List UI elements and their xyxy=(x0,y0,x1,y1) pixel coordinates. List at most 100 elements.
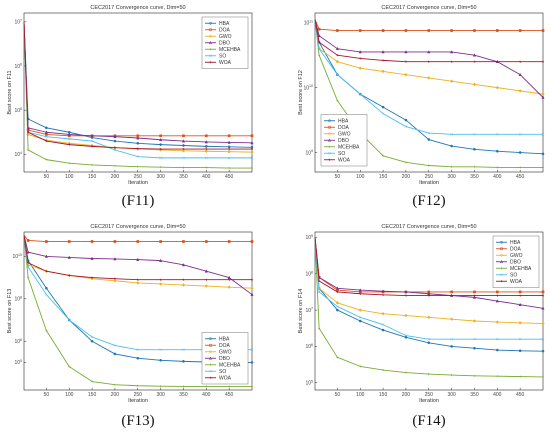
data-point-woa xyxy=(404,294,408,297)
panel-caption: (F13) xyxy=(121,413,154,429)
panel-caption: (F11) xyxy=(122,193,155,209)
data-point-dbo xyxy=(518,72,522,77)
data-point-mcehba xyxy=(113,383,117,386)
legend-marker xyxy=(327,138,332,142)
data-point-gwo xyxy=(381,69,385,74)
data-point-so xyxy=(450,337,453,341)
chart-title: CEC2017 Convergence curve, Dim=50 xyxy=(90,224,185,230)
x-tick-label: 100 xyxy=(356,392,365,398)
data-point-dbo xyxy=(204,269,208,273)
data-point-so xyxy=(541,337,545,341)
data-point-gwo xyxy=(404,72,408,77)
data-point-doa xyxy=(45,133,48,136)
data-point-so xyxy=(518,133,522,136)
data-point-so xyxy=(317,47,321,50)
data-point-hba xyxy=(113,352,117,356)
data-point-so xyxy=(427,337,431,341)
data-point-doa xyxy=(227,240,231,243)
legend-label: DOA xyxy=(219,27,231,33)
x-tick-label: 250 xyxy=(425,392,434,398)
data-point-mcehba xyxy=(519,166,522,169)
x-tick-label: 50 xyxy=(44,174,50,180)
legend-label: GWO xyxy=(219,349,232,355)
series-line-doa xyxy=(23,234,252,242)
data-point-gwo xyxy=(158,282,163,286)
data-point-gwo xyxy=(518,321,522,325)
legend-label: SO xyxy=(219,53,226,59)
data-point-mcehba xyxy=(113,164,117,167)
legend-label: DOA xyxy=(338,125,350,131)
data-point-doa xyxy=(450,290,453,294)
x-tick-label: 100 xyxy=(356,174,365,180)
y-tick-label: 106 xyxy=(305,343,313,350)
data-point-woa xyxy=(519,60,522,63)
data-point-woa xyxy=(228,147,231,151)
chart-panel-3: CEC2017 Convergence curve, Dim=50 50 100 15… xyxy=(7,224,254,429)
data-point-woa xyxy=(427,60,430,63)
data-point-mcehba xyxy=(136,384,139,387)
data-point-dbo xyxy=(67,255,71,259)
data-point-hba xyxy=(250,145,254,149)
data-point-doa xyxy=(113,240,117,243)
legend-label: DOA xyxy=(219,343,231,349)
data-point-dbo xyxy=(136,136,140,140)
data-point-so xyxy=(45,293,48,296)
data-point-so xyxy=(90,335,94,339)
data-point-gwo xyxy=(472,319,477,323)
panel-caption: (F14) xyxy=(412,413,445,429)
data-point-doa xyxy=(541,29,545,32)
data-point-dbo xyxy=(450,50,454,54)
data-point-hba xyxy=(404,118,408,122)
data-point-hba xyxy=(182,360,185,363)
data-point-mcehba xyxy=(159,385,162,388)
data-point-doa xyxy=(541,290,545,294)
series-line-so xyxy=(23,21,252,159)
data-point-hba xyxy=(427,341,431,345)
legend-marker xyxy=(208,349,213,354)
chart-panel-4: CEC2017 Convergence curve, Dim=50 50 100 15… xyxy=(298,224,545,429)
x-tick-label: 400 xyxy=(493,392,502,398)
x-tick-label: 400 xyxy=(202,174,211,180)
y-tick-label: 109 xyxy=(305,234,313,241)
data-point-woa xyxy=(182,278,185,281)
legend-label: WOA xyxy=(338,157,351,163)
data-point-gwo xyxy=(426,76,431,80)
data-point-so xyxy=(404,125,408,128)
x-tick-label: 250 xyxy=(425,174,434,180)
data-point-gwo xyxy=(204,284,209,288)
data-point-hba xyxy=(473,346,476,350)
data-point-so xyxy=(250,348,254,351)
data-point-mcehba xyxy=(381,368,385,372)
panel-caption: (F12) xyxy=(412,193,445,209)
data-point-woa xyxy=(113,277,117,280)
data-point-doa xyxy=(227,134,231,138)
y-tick-label: 105 xyxy=(14,359,22,366)
data-point-mcehba xyxy=(381,154,385,157)
x-tick-label: 250 xyxy=(134,174,143,180)
data-point-so xyxy=(136,348,140,351)
data-point-doa xyxy=(90,240,94,243)
data-point-gwo xyxy=(472,82,477,87)
series-line-so xyxy=(314,237,543,340)
data-point-mcehba xyxy=(541,166,545,169)
data-point-dbo xyxy=(381,50,385,54)
legend-marker xyxy=(500,280,503,283)
data-point-gwo xyxy=(426,315,431,320)
data-point-dbo xyxy=(335,46,340,51)
data-point-so xyxy=(518,337,522,341)
data-point-woa xyxy=(318,279,321,283)
series-line-gwo xyxy=(314,237,544,324)
data-point-doa xyxy=(518,290,522,294)
data-point-dbo xyxy=(427,50,431,54)
data-point-mcehba xyxy=(496,375,499,378)
x-tick-label: 450 xyxy=(516,392,525,398)
series-line-mcehba xyxy=(23,21,252,169)
data-point-doa xyxy=(182,240,185,243)
data-point-woa xyxy=(250,147,254,151)
data-point-so xyxy=(67,137,71,141)
legend-marker xyxy=(327,131,332,136)
x-tick-label: 350 xyxy=(470,392,479,398)
data-point-woa xyxy=(318,41,321,44)
y-tick-label: 1010 xyxy=(12,253,22,260)
